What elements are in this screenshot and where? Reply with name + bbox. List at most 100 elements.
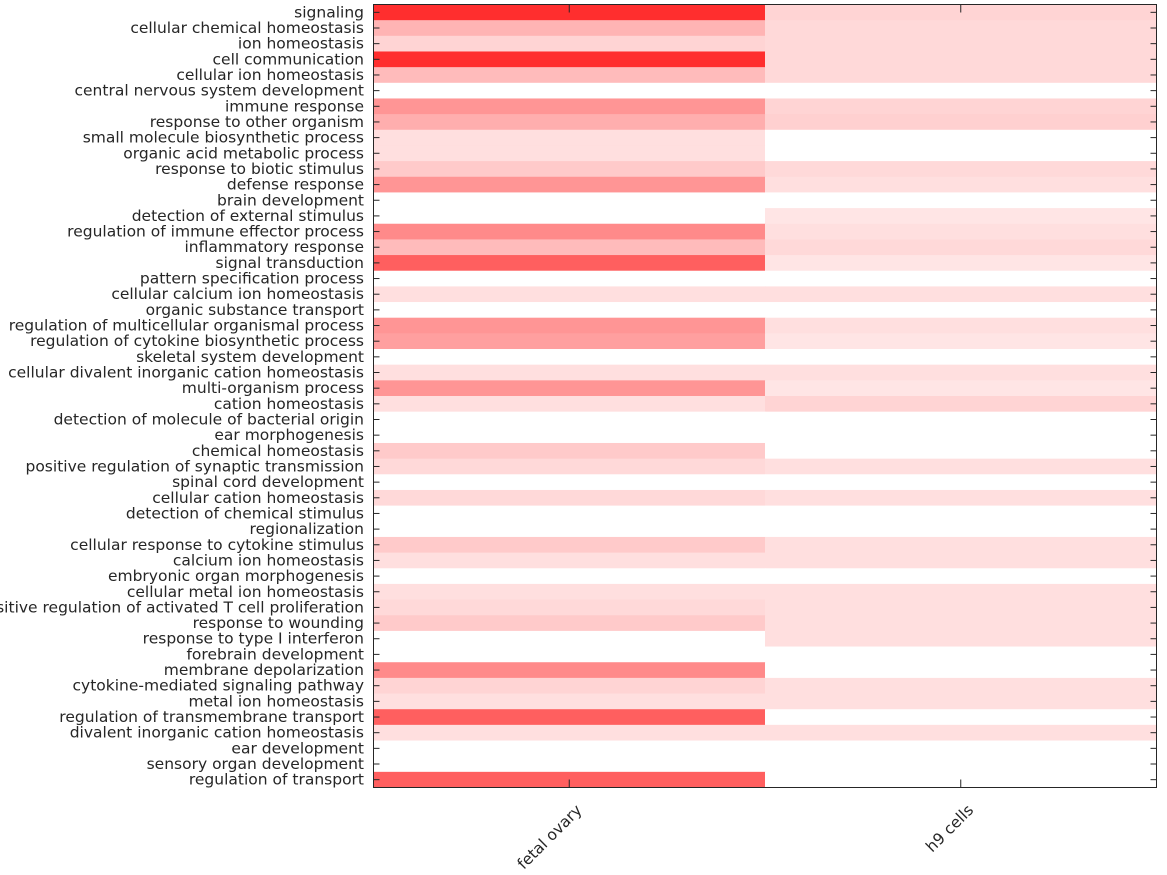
cell-signaling-fetal-ovary bbox=[373, 4, 766, 21]
row-label: regulation of cytokine biosynthetic proc… bbox=[30, 332, 364, 350]
cell-regulation-of-immune-effector-process-h9-cells bbox=[765, 223, 1157, 240]
cell-response-to-wounding-h9-cells bbox=[765, 615, 1157, 632]
row-label: embryonic organ morphogenesis bbox=[108, 567, 364, 585]
cell-cellular-chemical-homeostasis-h9-cells bbox=[765, 20, 1157, 37]
row-label: ion homeostasis bbox=[238, 35, 364, 53]
cell-regulation-of-multicellular-organismal-process-h9-cells bbox=[765, 317, 1157, 334]
cell-detection-of-chemical-stimulus-fetal-ovary bbox=[373, 505, 766, 522]
cell-defense-response-h9-cells bbox=[765, 176, 1157, 193]
cell-inflammatory-response-fetal-ovary bbox=[373, 239, 766, 256]
cell-chemical-homeostasis-fetal-ovary bbox=[373, 442, 766, 460]
row-label: regulation of immune effector process bbox=[67, 223, 364, 241]
axis-ticks bbox=[373, 4, 1157, 788]
cell-pattern-specification-process-fetal-ovary bbox=[373, 270, 766, 287]
cell-signal-transduction-h9-cells bbox=[765, 255, 1157, 272]
column-labels: fetal ovary h9 cells bbox=[514, 801, 977, 873]
cell-ion-homeostasis-fetal-ovary bbox=[373, 35, 766, 52]
cell-positive-regulation-of-activated-t-cell-proliferation-fetal-ovary bbox=[373, 599, 766, 616]
cell-brain-development-h9-cells bbox=[765, 192, 1157, 209]
cell-forebrain-development-fetal-ovary bbox=[373, 646, 766, 663]
row-label: chemical homeostasis bbox=[192, 442, 364, 460]
cell-detection-of-molecule-of-bacterial-origin-fetal-ovary bbox=[373, 411, 766, 428]
cell-cell-communication-h9-cells bbox=[765, 51, 1157, 68]
row-label: calcium ion homeostasis bbox=[173, 551, 364, 569]
row-label: signaling bbox=[294, 3, 364, 21]
cell-positive-regulation-of-synaptic-transmission-fetal-ovary bbox=[373, 458, 766, 475]
cell-response-to-biotic-stimulus-fetal-ovary bbox=[373, 161, 766, 178]
cell-regionalization-fetal-ovary bbox=[373, 521, 766, 538]
row-label: positive regulation of synaptic transmis… bbox=[25, 457, 364, 475]
row-label: divalent inorganic cation homeostasis bbox=[70, 724, 364, 742]
row-label: inflammatory response bbox=[184, 238, 364, 256]
cell-detection-of-external-stimulus-fetal-ovary bbox=[373, 208, 766, 225]
heatmap-cells bbox=[373, 4, 1157, 788]
row-label: response to wounding bbox=[193, 614, 364, 632]
cell-detection-of-chemical-stimulus-h9-cells bbox=[765, 505, 1157, 522]
column-label-fetal-ovary: fetal ovary bbox=[514, 801, 586, 873]
cell-organic-acid-metabolic-process-fetal-ovary bbox=[373, 145, 766, 162]
cell-calcium-ion-homeostasis-h9-cells bbox=[765, 552, 1157, 569]
cell-ear-morphogenesis-h9-cells bbox=[765, 427, 1157, 444]
cell-central-nervous-system-development-h9-cells bbox=[765, 82, 1157, 99]
cell-membrane-depolarization-h9-cells bbox=[765, 662, 1157, 679]
cell-inflammatory-response-h9-cells bbox=[765, 239, 1157, 256]
row-label: cellular calcium ion homeostasis bbox=[111, 285, 364, 303]
row-label: detection of chemical stimulus bbox=[126, 504, 364, 522]
row-label: cellular response to cytokine stimulus bbox=[70, 536, 364, 554]
row-label: organic acid metabolic process bbox=[123, 144, 364, 162]
cell-signaling-h9-cells bbox=[765, 4, 1157, 21]
cell-response-to-biotic-stimulus-h9-cells bbox=[765, 161, 1157, 178]
cell-cation-homeostasis-fetal-ovary bbox=[373, 396, 766, 413]
row-label: metal ion homeostasis bbox=[188, 692, 364, 710]
row-label: sensory organ development bbox=[147, 755, 364, 773]
cell-small-molecule-biosynthetic-process-h9-cells bbox=[765, 129, 1157, 146]
cell-cytokine-mediated-signaling-pathway-h9-cells bbox=[765, 677, 1157, 694]
cell-organic-substance-transport-h9-cells bbox=[765, 302, 1157, 319]
cell-cation-homeostasis-h9-cells bbox=[765, 396, 1157, 413]
row-label: defense response bbox=[227, 176, 364, 194]
row-label: spinal cord development bbox=[172, 473, 364, 491]
row-label: regionalization bbox=[250, 520, 364, 538]
row-label: cellular cation homeostasis bbox=[152, 489, 364, 507]
row-label: forebrain development bbox=[186, 645, 364, 663]
cell-divalent-inorganic-cation-homeostasis-fetal-ovary bbox=[373, 724, 766, 741]
row-label: regulation of multicellular organismal p… bbox=[9, 317, 364, 335]
cell-signal-transduction-fetal-ovary bbox=[373, 255, 766, 272]
cell-cell-communication-fetal-ovary bbox=[373, 51, 766, 68]
cell-central-nervous-system-development-fetal-ovary bbox=[373, 82, 766, 99]
cell-embryonic-organ-morphogenesis-h9-cells bbox=[765, 568, 1157, 585]
cell-regulation-of-immune-effector-process-fetal-ovary bbox=[373, 223, 766, 240]
row-label: small molecule biosynthetic process bbox=[83, 129, 364, 147]
cell-immune-response-h9-cells bbox=[765, 98, 1157, 115]
cell-response-to-other-organism-h9-cells bbox=[765, 114, 1157, 131]
row-label: response to biotic stimulus bbox=[155, 160, 364, 178]
cell-cytokine-mediated-signaling-pathway-fetal-ovary bbox=[373, 677, 766, 694]
cell-metal-ion-homeostasis-h9-cells bbox=[765, 693, 1157, 710]
cell-regulation-of-cytokine-biosynthetic-process-fetal-ovary bbox=[373, 333, 766, 350]
cell-detection-of-external-stimulus-h9-cells bbox=[765, 208, 1157, 225]
cell-small-molecule-biosynthetic-process-fetal-ovary bbox=[373, 129, 766, 146]
row-label: ear development bbox=[231, 739, 364, 757]
cell-detection-of-molecule-of-bacterial-origin-h9-cells bbox=[765, 411, 1157, 428]
cell-regulation-of-transmembrane-transport-h9-cells bbox=[765, 709, 1157, 726]
cell-spinal-cord-development-h9-cells bbox=[765, 474, 1157, 491]
cell-ion-homeostasis-h9-cells bbox=[765, 35, 1157, 52]
cell-organic-substance-transport-fetal-ovary bbox=[373, 302, 766, 319]
cell-response-to-other-organism-fetal-ovary bbox=[373, 114, 766, 131]
cell-sensory-organ-development-fetal-ovary bbox=[373, 756, 766, 773]
cell-multi-organism-process-fetal-ovary bbox=[373, 380, 766, 397]
cell-response-to-type-i-interferon-fetal-ovary bbox=[373, 630, 766, 647]
cell-skeletal-system-development-fetal-ovary bbox=[373, 349, 766, 366]
cell-multi-organism-process-h9-cells bbox=[765, 380, 1157, 397]
cell-regulation-of-cytokine-biosynthetic-process-h9-cells bbox=[765, 333, 1157, 350]
cell-positive-regulation-of-activated-t-cell-proliferation-h9-cells bbox=[765, 599, 1157, 616]
row-label: cytokine-mediated signaling pathway bbox=[73, 677, 364, 695]
cell-pattern-specification-process-h9-cells bbox=[765, 270, 1157, 287]
cell-ear-development-h9-cells bbox=[765, 740, 1157, 757]
row-label: signal transduction bbox=[216, 254, 365, 272]
column-label-h9-cells: h9 cells bbox=[922, 801, 977, 856]
row-label: regulation of transport bbox=[189, 771, 364, 789]
cell-brain-development-fetal-ovary bbox=[373, 192, 766, 209]
cell-cellular-metal-ion-homeostasis-fetal-ovary bbox=[373, 583, 766, 600]
row-label: multi-organism process bbox=[182, 379, 364, 397]
